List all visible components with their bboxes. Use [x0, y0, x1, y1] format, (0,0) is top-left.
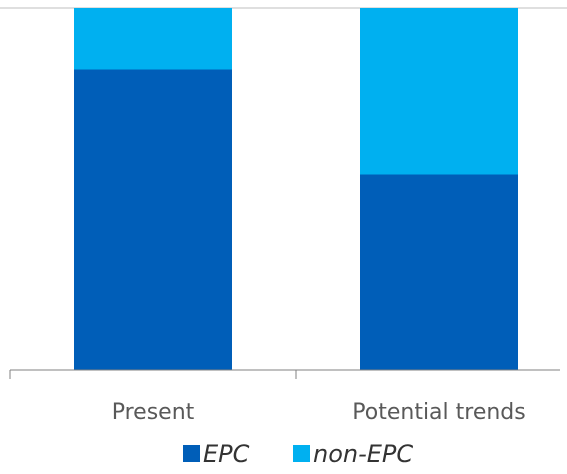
legend: EPC non-EPC — [183, 440, 413, 468]
bar-non-epc-potential-trends — [360, 8, 518, 175]
legend-label-non-epc: non-EPC — [313, 440, 413, 468]
legend-swatch-non-epc — [293, 445, 310, 462]
bar-epc-present — [74, 69, 232, 370]
x-tick-label-present: Present — [112, 400, 195, 425]
x-axis-tick-labels: Present Potential trends — [112, 400, 526, 425]
legend-label-epc: EPC — [203, 440, 250, 468]
bar-non-epc-present — [74, 8, 232, 70]
x-tick-label-potential-trends: Potential trends — [352, 400, 525, 425]
bar-epc-potential-trends — [360, 174, 518, 370]
x-axis-ticks — [9, 370, 297, 379]
legend-swatch-epc — [183, 445, 200, 462]
bars-group — [74, 8, 518, 370]
